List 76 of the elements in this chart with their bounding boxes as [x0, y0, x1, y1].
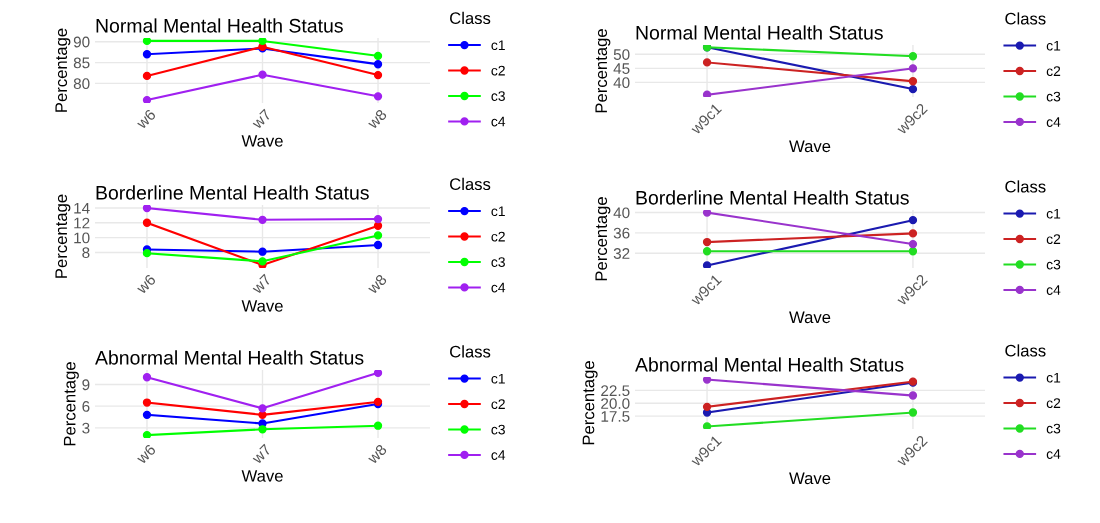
y-tick-label: 17.5 [601, 411, 630, 422]
legend-label: c4 [1046, 117, 1061, 127]
legend-label: c3 [1046, 91, 1061, 102]
legend-title: Class [450, 11, 491, 25]
legend-label: c2 [491, 65, 505, 76]
legend-label: c4 [1046, 449, 1061, 459]
legend-label: c1 [1046, 372, 1061, 383]
legend-label: c3 [491, 257, 505, 267]
y-tick-label: 20.0 [601, 398, 630, 409]
x-tick-label: w6 [135, 108, 157, 130]
y-axis-title: Percentage [582, 361, 598, 445]
y-tick-label: 40 [613, 77, 630, 89]
y-tick-label: 14 [74, 202, 90, 214]
y-axis-title: Percentage [55, 28, 71, 112]
legend-label: c2 [491, 231, 505, 242]
y-tick-label: 9 [82, 379, 90, 391]
legend-title: Class [450, 345, 491, 358]
y-tick-label: 22.5 [601, 385, 630, 397]
y-axis-title: Percentage [63, 362, 79, 446]
legend-label: c1 [491, 40, 505, 51]
x-axis-title: Wave [241, 300, 283, 312]
x-tick-label: w7 [250, 108, 272, 130]
chart-title: Borderline Mental Health Status [96, 185, 369, 200]
y-tick-label: 6 [82, 401, 90, 412]
legend-label: c1 [1046, 208, 1061, 219]
legend-label: c3 [491, 91, 505, 101]
legend-label: c3 [1046, 423, 1061, 434]
chart-title: Abnormal Mental Health Status [95, 350, 364, 365]
y-tick-label: 40 [613, 207, 630, 219]
y-tick-label: 36 [613, 227, 630, 239]
legend-label: c4 [491, 282, 506, 293]
y-tick-label: 12 [74, 217, 90, 229]
y-tick-label: 85 [73, 57, 90, 69]
y-tick-label: 90 [73, 36, 90, 48]
x-tick-label: w8 [366, 273, 388, 295]
legend-title: Class [450, 177, 491, 191]
chart-title: Borderline Mental Health Status [636, 190, 909, 205]
x-axis-title: Wave [241, 135, 283, 147]
chart-title: Normal Mental Health Status [636, 25, 883, 40]
x-tick-label: w7 [250, 273, 272, 295]
x-axis-title: Wave [789, 472, 831, 485]
legend-label: c4 [1046, 285, 1061, 295]
x-tick-label: w8 [366, 443, 388, 465]
x-axis-title: Wave [789, 140, 831, 153]
y-tick-label: 32 [613, 248, 630, 259]
y-tick-label: 80 [73, 78, 90, 90]
legend-label: c1 [491, 373, 505, 384]
x-tick-label: w8 [366, 108, 388, 130]
legend-label: c4 [491, 450, 506, 460]
y-tick-label: 8 [82, 247, 90, 259]
y-tick-label: 50 [613, 49, 630, 60]
y-tick-label: 45 [613, 63, 630, 75]
legend-label: c2 [491, 399, 505, 410]
y-axis-title: Percentage [595, 197, 611, 281]
legend-label: c4 [491, 116, 506, 127]
legend-label: c1 [1046, 40, 1061, 51]
legend-title: Class [1005, 180, 1046, 193]
x-tick-label: w7 [250, 443, 272, 465]
y-axis-title: Percentage [55, 194, 71, 278]
chart-title: Abnormal Mental Health Status [635, 357, 904, 372]
legend-label: c3 [1046, 259, 1061, 270]
x-tick-label: w6 [135, 273, 157, 295]
chart-title: Normal Mental Health Status [96, 18, 343, 33]
x-axis-title: Wave [241, 470, 283, 482]
legend-label: c2 [1046, 66, 1061, 77]
legend-label: c2 [1046, 398, 1061, 409]
legend-label: c1 [491, 206, 505, 217]
y-axis-title: Percentage [595, 29, 611, 113]
x-tick-label: w6 [135, 443, 157, 465]
y-tick-label: 10 [74, 232, 90, 244]
legend-title: Class [1005, 12, 1046, 25]
legend-title: Class [1005, 344, 1046, 357]
y-tick-label: 3 [82, 422, 90, 434]
legend-label: c3 [491, 424, 505, 435]
legend-label: c2 [1046, 234, 1061, 245]
x-axis-title: Wave [789, 311, 831, 324]
